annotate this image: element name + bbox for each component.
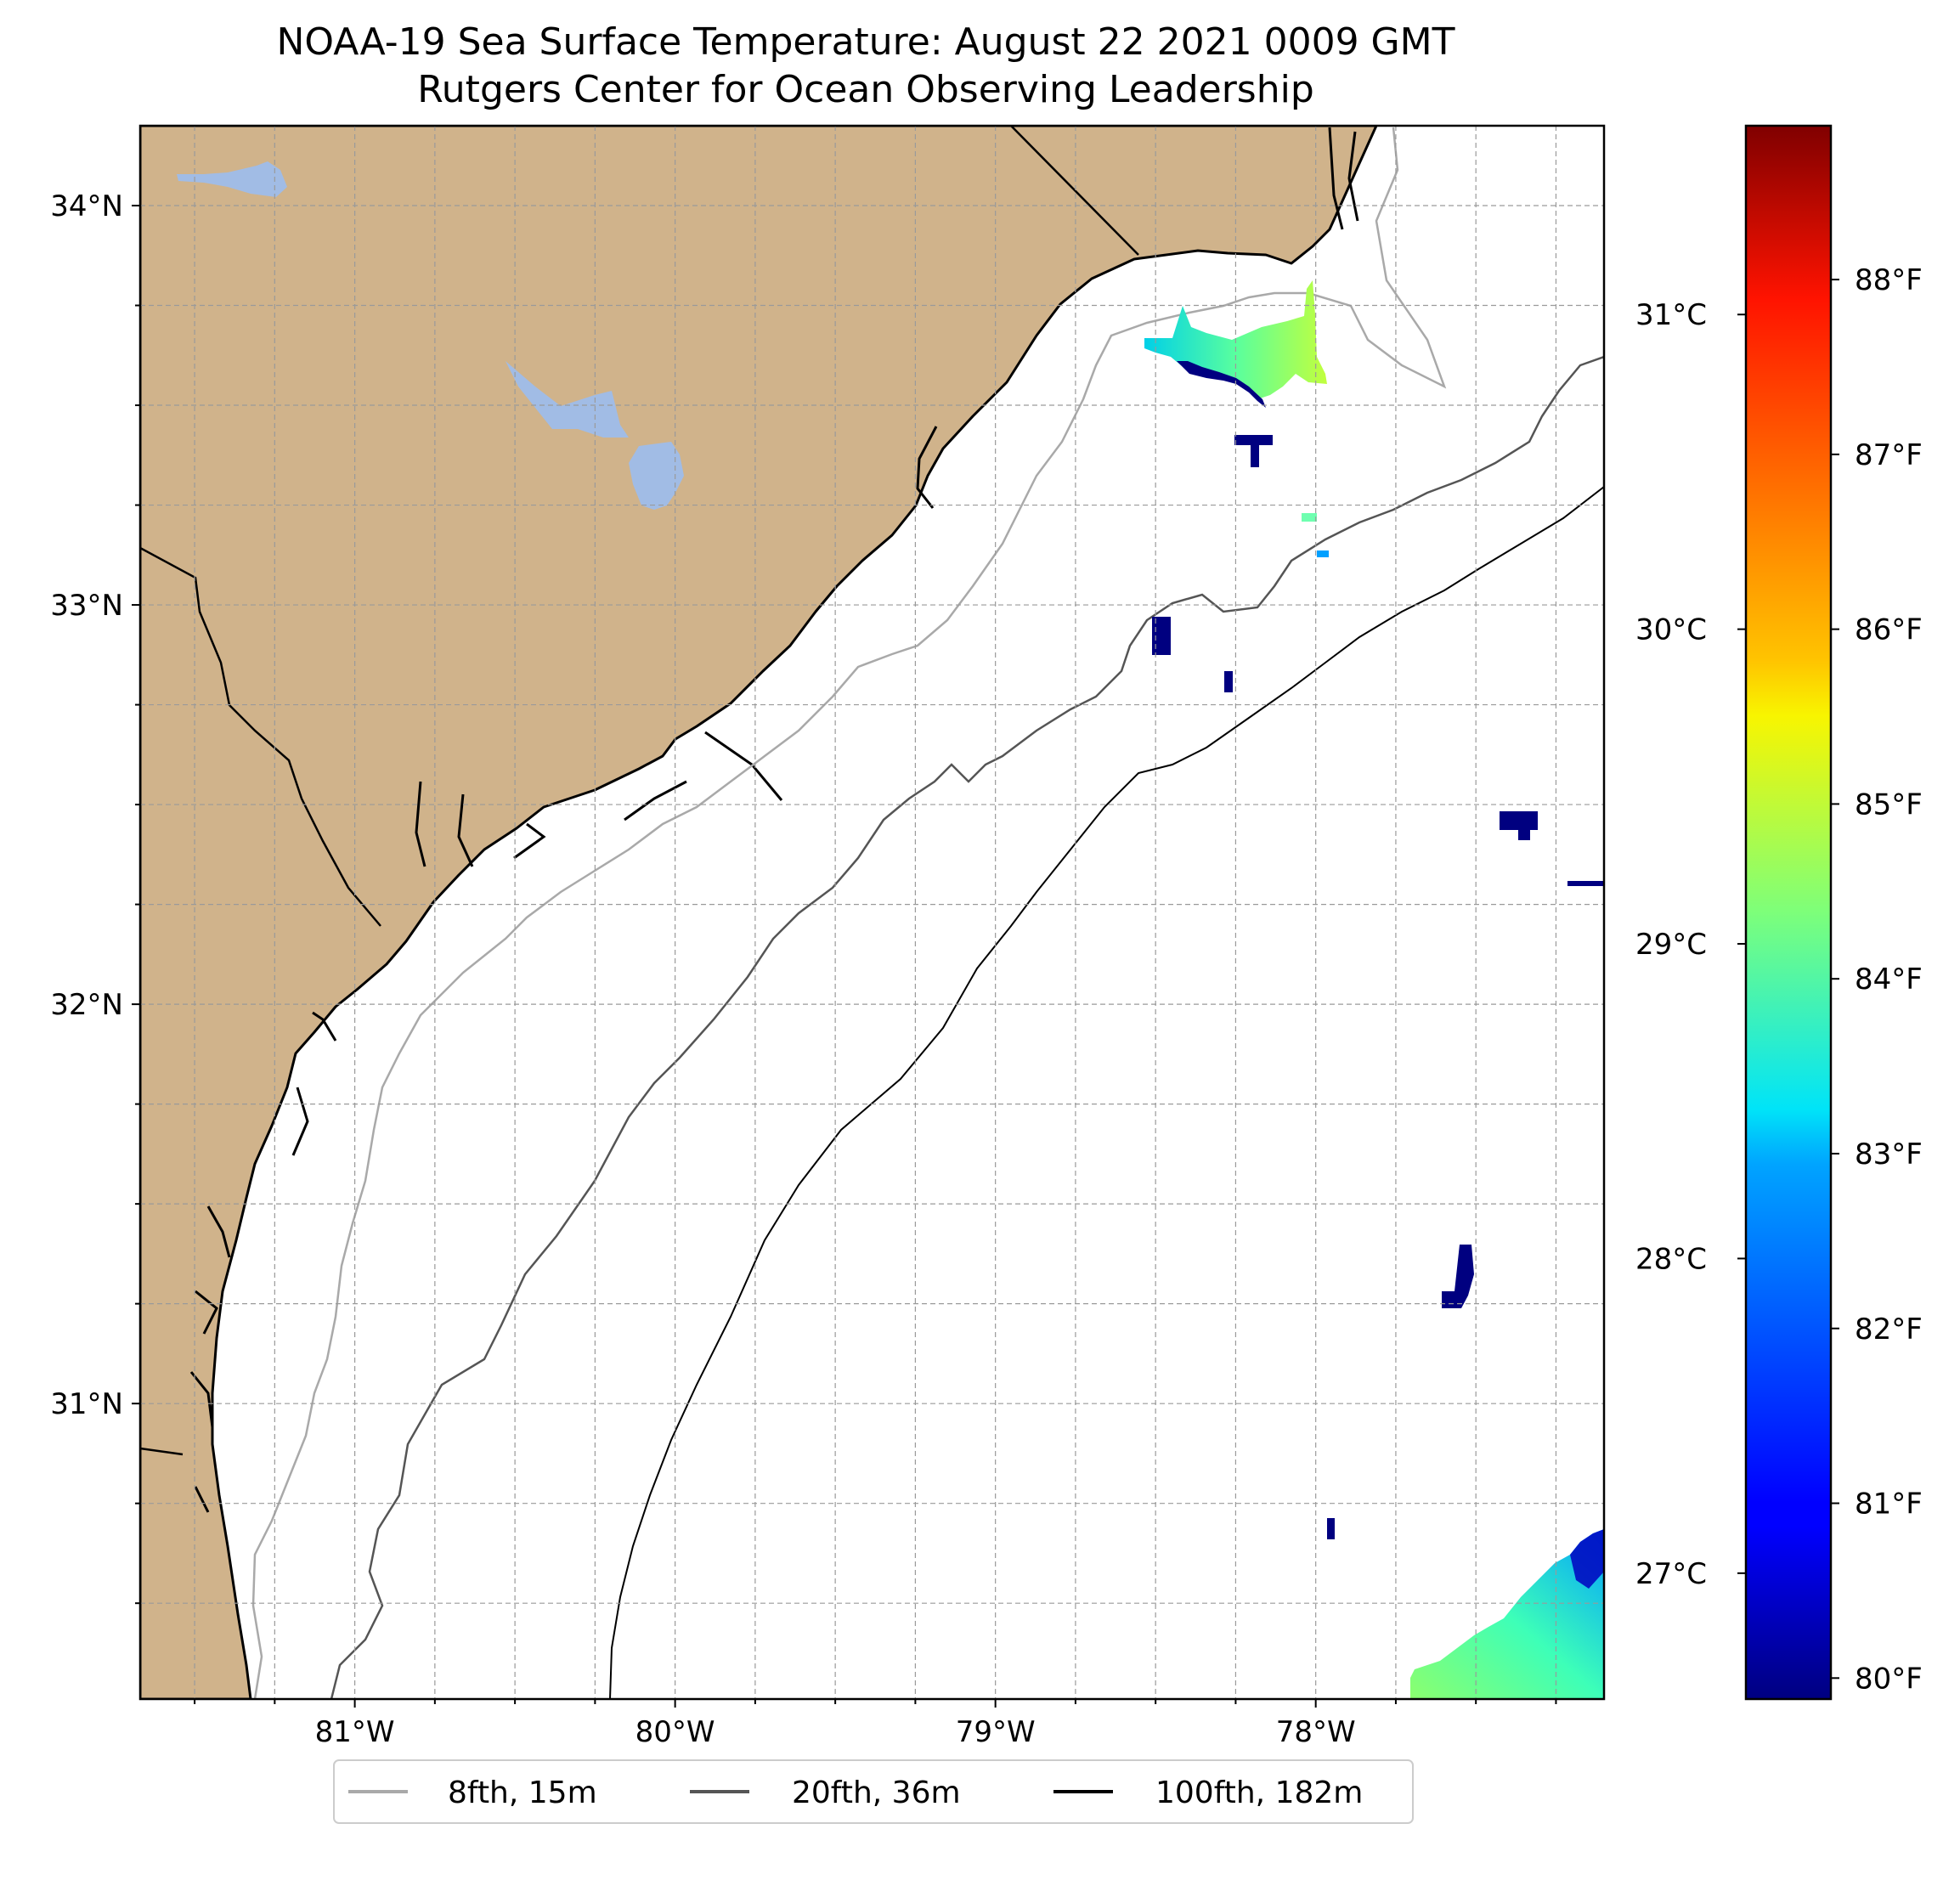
- lon-tick-label: 81°W: [315, 1715, 395, 1749]
- lon-tick-label: 80°W: [635, 1715, 715, 1749]
- sst-pixel-d: [1317, 550, 1329, 557]
- sst-pixel-k: [1327, 1518, 1335, 1539]
- colorbar: [1744, 124, 1833, 1701]
- map-frame: [138, 124, 1606, 1701]
- lat-tick-label: 31°N: [50, 1387, 123, 1421]
- gridlines: [140, 126, 1604, 1699]
- celsius-tick-label: 28°C: [1635, 1242, 1707, 1276]
- sst-pixel-e: [1152, 617, 1171, 655]
- sst-pixel-j: [1442, 1245, 1474, 1308]
- legend-item: 8fth, 15m: [348, 1776, 597, 1810]
- fahrenheit-tick-label: 84°F: [1855, 963, 1923, 996]
- isobath-8fth: [251, 127, 1447, 1699]
- longitude-axis: 81°W 80°W 79°W 78°W: [194, 1699, 1557, 1749]
- colorbar-fahrenheit-axis: 88°F 87°F 86°F 85°F 84°F 83°F 82°F 81°F 80°F: [1831, 263, 1923, 1696]
- sst-pixel-g: [1500, 811, 1538, 830]
- lat-tick-label: 33°N: [50, 589, 123, 623]
- celsius-tick-label: 30°C: [1635, 613, 1707, 647]
- sst-patch-long-bay-edge: [1177, 361, 1266, 408]
- fahrenheit-tick-label: 80°F: [1855, 1662, 1923, 1696]
- isobath-legend: 8fth, 15m 20fth, 36m 100fth, 182m: [333, 1759, 1414, 1824]
- coastline-inlets: [189, 127, 1359, 1513]
- lon-tick-label: 78°W: [1276, 1715, 1356, 1749]
- fahrenheit-tick-label: 82°F: [1855, 1313, 1923, 1346]
- state-border: [1010, 126, 1139, 256]
- map-title: NOAA-19 Sea Surface Temperature: August …: [277, 20, 1455, 64]
- fahrenheit-tick-label: 86°F: [1855, 613, 1923, 647]
- sst-patch-southeast-edge: [1570, 1529, 1604, 1589]
- latitude-axis: 34°N 33°N 32°N 31°N: [50, 189, 140, 1605]
- map-subtitle: Rutgers Center for Ocean Observing Leade…: [417, 68, 1314, 111]
- fahrenheit-tick-label: 81°F: [1855, 1488, 1923, 1522]
- isobath-100fth: [609, 486, 1604, 1699]
- fahrenheit-tick-label: 88°F: [1855, 263, 1923, 297]
- sst-pixel-f: [1224, 671, 1233, 692]
- sst-pixel-b: [1251, 435, 1259, 467]
- map-plot-area: [140, 126, 1604, 1699]
- lake-marion: [506, 361, 629, 438]
- fahrenheit-tick-label: 87°F: [1855, 438, 1923, 472]
- legend-item: 20fth, 36m: [690, 1776, 961, 1810]
- land-mass: [140, 126, 1378, 1699]
- celsius-tick-label: 29°C: [1635, 928, 1707, 962]
- sst-pixel-c: [1302, 513, 1317, 522]
- lon-tick-label: 79°W: [956, 1715, 1036, 1749]
- legend-label-20fth: 20fth, 36m: [792, 1776, 961, 1810]
- legend-label-100fth: 100fth, 182m: [1155, 1776, 1363, 1810]
- isobath-20fth: [330, 355, 1604, 1699]
- sst-pixel-h: [1518, 828, 1530, 840]
- colorbar-celsius-axis: 31°C 30°C 29°C 28°C 27°C: [1635, 298, 1746, 1591]
- lake-moultrie: [629, 442, 684, 510]
- fahrenheit-tick-label: 85°F: [1855, 788, 1923, 821]
- lat-tick-label: 34°N: [50, 189, 123, 223]
- legend-label-8fth: 8fth, 15m: [448, 1776, 597, 1810]
- fahrenheit-tick-label: 83°F: [1855, 1138, 1923, 1171]
- lake-north: [177, 161, 287, 197]
- lat-tick-label: 32°N: [50, 988, 123, 1022]
- celsius-tick-label: 31°C: [1635, 298, 1707, 332]
- state-border-south: [140, 546, 381, 1456]
- sst-pixel-i: [1567, 881, 1604, 886]
- celsius-tick-label: 27°C: [1635, 1557, 1707, 1591]
- legend-item: 100fth, 182m: [1053, 1776, 1363, 1810]
- legend-box: [333, 1759, 1414, 1824]
